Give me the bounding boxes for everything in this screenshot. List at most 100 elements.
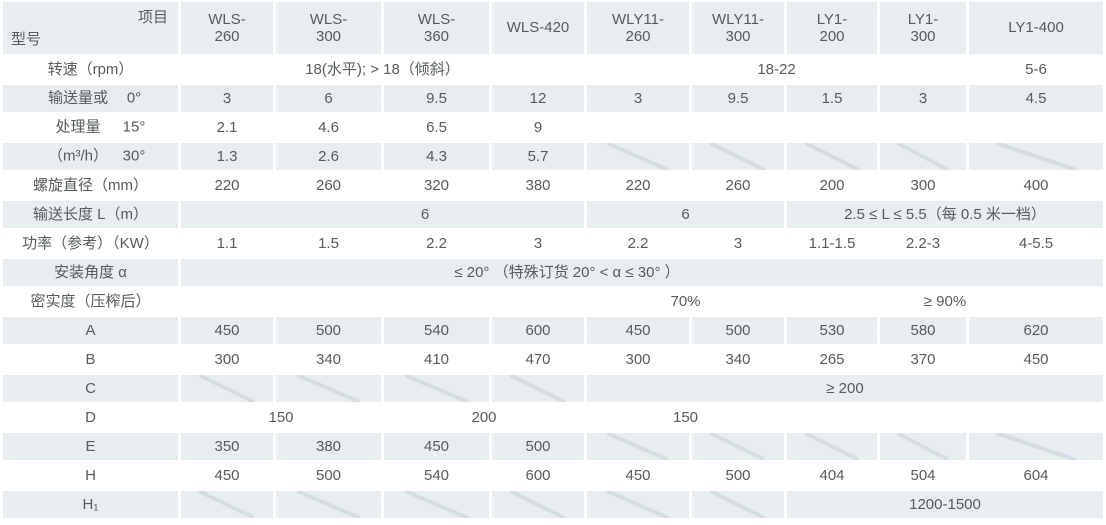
- value-cell: 1.5: [787, 84, 877, 112]
- table-row-power-kw: 功率（参考）（KW） 1.1 1.5 2.2 3 2.2 3 1.1-1.5 2.2-3 4-5.…: [3, 229, 1103, 257]
- value-cell: 2.6: [276, 142, 381, 170]
- value-cell: 340: [692, 345, 784, 373]
- value-cell: 4.3: [384, 142, 489, 170]
- row-label: D: [3, 403, 178, 431]
- value-cell: 3: [492, 229, 584, 257]
- value-cell: 450: [587, 461, 689, 489]
- value-cell: ≥ 200: [587, 374, 1103, 402]
- value-cell: 9.5: [384, 84, 489, 112]
- value-cell: 18-22: [587, 55, 966, 83]
- table-row-capacity-30deg: （m³/h） 30° 1.3 2.6 4.3 5.7: [3, 142, 1103, 170]
- empty-cell: [880, 142, 966, 170]
- table-row-screw-diameter: 螺旋直径（mm） 220 260 320 380 220 260 200 300 400: [3, 171, 1103, 199]
- group-label-line: （m³/h）: [47, 147, 108, 165]
- value-cell: 2.1: [181, 113, 273, 141]
- value-cell: 6: [587, 200, 784, 228]
- value-cell: 200: [384, 403, 584, 431]
- value-cell: 3: [181, 84, 273, 112]
- table-row-dim-h1: H₁ 1200-1500: [3, 490, 1103, 518]
- empty-cell: [692, 490, 784, 518]
- value-cell: 450: [587, 316, 689, 344]
- table-body: 转速（rpm） 18(水平); > 18（倾斜） 18-22 5-6 输送量或 0° 3 6 9…: [3, 55, 1103, 518]
- row-label: 输送量或 0°: [3, 84, 178, 112]
- empty-cell: [969, 403, 1103, 431]
- value-cell: 260: [276, 171, 381, 199]
- value-cell: ≤ 20° （特殊订货 20° < α ≤ 30° ）: [181, 258, 1103, 286]
- value-cell: 1200-1500: [787, 490, 1103, 518]
- value-cell: 540: [384, 461, 489, 489]
- value-cell: 4-5.5: [969, 229, 1103, 257]
- value-cell: 260: [692, 171, 784, 199]
- value-cell: 470: [492, 345, 584, 373]
- row-label: 螺旋直径（mm）: [3, 171, 178, 199]
- empty-cell: [787, 142, 877, 170]
- row-label: 输送长度 L（m）: [3, 200, 178, 228]
- value-cell: 2.2-3: [880, 229, 966, 257]
- empty-cell: [880, 113, 966, 141]
- corner-model-label: 型号: [11, 30, 42, 48]
- empty-cell: [181, 490, 273, 518]
- value-cell: 504: [880, 461, 966, 489]
- value-cell: 4.6: [276, 113, 381, 141]
- row-label: A: [3, 316, 178, 344]
- value-cell: 300: [587, 345, 689, 373]
- value-cell: 6.5: [384, 113, 489, 141]
- empty-cell: [787, 113, 877, 141]
- value-cell: 404: [787, 461, 877, 489]
- empty-cell: [692, 113, 784, 141]
- value-cell: 220: [587, 171, 689, 199]
- value-cell: 450: [969, 345, 1103, 373]
- empty-cell: [276, 374, 381, 402]
- value-cell: 5.7: [492, 142, 584, 170]
- value-cell: 4.5: [969, 84, 1103, 112]
- value-cell: 265: [787, 345, 877, 373]
- value-cell: 70%: [587, 287, 784, 315]
- value-cell: 370: [880, 345, 966, 373]
- row-label: 处理量 15°: [3, 113, 178, 141]
- value-cell: 220: [181, 171, 273, 199]
- value-cell: 9: [492, 113, 584, 141]
- value-cell: 1.5: [276, 229, 381, 257]
- empty-cell: [880, 403, 966, 431]
- value-cell: 500: [276, 316, 381, 344]
- value-cell: 450: [384, 432, 489, 460]
- table-row-dim-c: C ≥ 200: [3, 374, 1103, 402]
- value-cell: 18(水平); > 18（倾斜）: [181, 55, 584, 83]
- empty-cell: [692, 142, 784, 170]
- empty-cell: [492, 374, 584, 402]
- value-cell: ≥ 90%: [787, 287, 1103, 315]
- empty-cell: [969, 432, 1103, 460]
- column-header: WLS- 260: [181, 2, 273, 54]
- value-cell: 2.2: [384, 229, 489, 257]
- value-cell: 320: [384, 171, 489, 199]
- empty-cell: [384, 490, 489, 518]
- empty-cell: [276, 490, 381, 518]
- value-cell: 500: [276, 461, 381, 489]
- empty-cell: [181, 287, 273, 315]
- value-cell: 1.3: [181, 142, 273, 170]
- empty-cell: [587, 432, 689, 460]
- empty-cell: [587, 142, 689, 170]
- angle-label: 15°: [122, 118, 146, 136]
- value-cell: 12: [492, 84, 584, 112]
- value-cell: 150: [587, 403, 784, 431]
- row-label: 密实度（压榨后）: [3, 287, 178, 315]
- table-row-install-angle: 安装角度 α ≤ 20° （特殊订货 20° < α ≤ 30° ）: [3, 258, 1103, 286]
- row-label: 功率（参考）（KW）: [3, 229, 178, 257]
- empty-cell: [384, 287, 489, 315]
- empty-cell: [587, 490, 689, 518]
- value-cell: 500: [692, 461, 784, 489]
- value-cell: 200: [787, 171, 877, 199]
- empty-cell: [384, 374, 489, 402]
- column-header: WLS- 360: [384, 2, 489, 54]
- value-cell: 350: [181, 432, 273, 460]
- table-row-dim-h: H 450 500 540 600 450 500 404 504 604: [3, 461, 1103, 489]
- value-cell: 410: [384, 345, 489, 373]
- table-row-dim-b: B 300 340 410 470 300 340 265 370 450: [3, 345, 1103, 373]
- row-label: B: [3, 345, 178, 373]
- row-label: C: [3, 374, 178, 402]
- table-row-conveying-length: 输送长度 L（m） 6 6 2.5 ≤ L ≤ 5.5（每 0.5 米一档）: [3, 200, 1103, 228]
- value-cell: 450: [181, 316, 273, 344]
- value-cell: 530: [787, 316, 877, 344]
- value-cell: 300: [880, 171, 966, 199]
